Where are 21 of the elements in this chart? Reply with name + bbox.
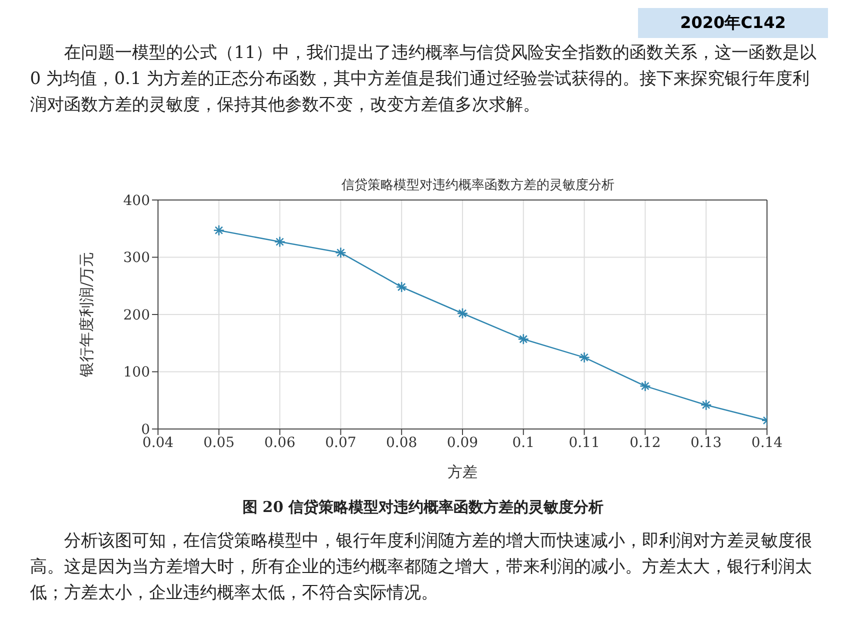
y-tick-label: 400 bbox=[123, 192, 150, 209]
x-tick-label: 0.1 bbox=[512, 434, 535, 451]
x-tick-label: 0.08 bbox=[386, 434, 418, 451]
y-axis-title: 银行年度利润/万元 bbox=[77, 252, 96, 378]
y-tick-label: 100 bbox=[123, 364, 150, 381]
text: 2020年C142 bbox=[638, 8, 828, 38]
x-tick-label: 0.09 bbox=[446, 434, 478, 451]
x-tick-label: 0.06 bbox=[264, 434, 296, 451]
x-tick-label: 0.07 bbox=[325, 434, 356, 451]
x-tick-label: 0.12 bbox=[630, 434, 661, 451]
text: 分析该图可知，在信贷策略模型中，银行年度利润随方差的增大而快速减小，即利润对方差灵敏度很高。这是因为当方差增大时，所有企业的违约概率都随之增大，带来利润的减小。方差太大，银行利润太低；方差太小，企业违约概率太低，不符合实际情况。 bbox=[30, 530, 813, 605]
y-tick-label: 300 bbox=[123, 250, 150, 266]
caption: 图 20 信贷策略模型对违约概率函数方差的灵敏度分析 bbox=[241, 498, 605, 517]
chart-title: 信贷策略模型对违约概率函数方差的灵敏度分析 bbox=[340, 177, 616, 194]
x-axis-title: 方差 bbox=[448, 463, 478, 481]
x-tick-label: 0.13 bbox=[690, 434, 722, 451]
x-tick-label: 0.14 bbox=[751, 434, 783, 451]
y-tick-label: 200 bbox=[123, 307, 150, 324]
x-tick-label: 0.11 bbox=[568, 434, 600, 451]
x-tick-label: 0.05 bbox=[203, 434, 234, 451]
text: 在问题一模型的公式（11）中，我们提出了违约概率与信贷风险安全指数的函数关系，这一函数是以 0 为均值，0.1 为方差的正态分布函数，其中方差值是我们通过经验尝试获得的。接下来探究银行年度利润对函数方差的灵敏度，保持其他参数不变，改变方差值多次求解。 bbox=[30, 42, 818, 117]
